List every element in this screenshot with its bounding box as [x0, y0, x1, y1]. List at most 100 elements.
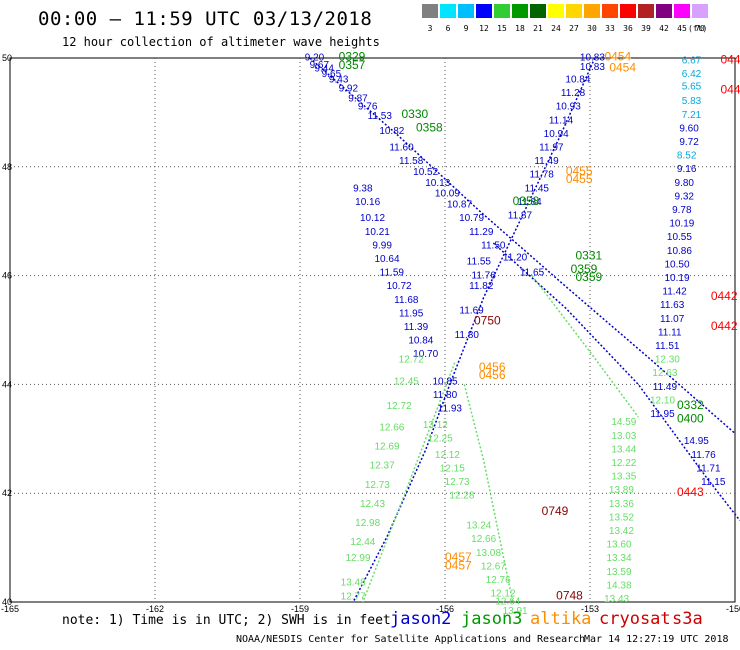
- pass-time-label: 0358: [513, 194, 540, 208]
- scale-swatch: [422, 4, 438, 18]
- lat-tick-label: 44: [2, 379, 12, 389]
- wave-height-label: 9.72: [679, 137, 699, 148]
- wave-height-label: 10.64: [374, 254, 399, 265]
- scale-swatch: [620, 4, 636, 18]
- wave-height-label: 11.15: [701, 477, 726, 488]
- wave-height-label: 11.51: [655, 341, 680, 352]
- wave-height-label: 12.77: [341, 591, 366, 602]
- wave-height-label: 12.10: [650, 395, 675, 406]
- wave-height-label: 9.65: [322, 69, 342, 80]
- wave-height-label: 10.13: [425, 178, 450, 189]
- lat-tick-label: 42: [2, 488, 12, 498]
- wave-height-label: 13.91: [503, 606, 528, 617]
- scale-label: 18: [515, 24, 525, 33]
- scale-label: 42: [659, 24, 669, 33]
- scale-label: 33: [605, 24, 615, 33]
- satellite-track: [492, 242, 740, 521]
- wave-height-label: 10.50: [664, 259, 689, 270]
- lon-tick-label: -165: [1, 604, 19, 614]
- scale-swatch: [458, 4, 474, 18]
- scale-swatch: [674, 4, 690, 18]
- wave-height-label: 11.95: [650, 409, 675, 420]
- pass-time-label: 0358: [416, 120, 443, 134]
- wave-height-label: 13.89: [609, 485, 634, 496]
- scale-swatch: [584, 4, 600, 18]
- wave-height-label: 10.19: [664, 273, 689, 284]
- wave-height-label: 11.84: [517, 197, 542, 208]
- scale-swatch: [494, 4, 510, 18]
- scale-swatch: [476, 4, 492, 18]
- wave-height-label: 11.60: [389, 142, 414, 153]
- wave-height-label: 12.28: [449, 491, 474, 502]
- scale-swatch: [512, 4, 528, 18]
- wave-height-label: 11.69: [459, 306, 484, 317]
- pass-time-label: 0359: [576, 270, 603, 284]
- wave-height-label: 12.98: [355, 518, 380, 529]
- wave-height-label: 10.09: [435, 189, 460, 200]
- wave-height-label: 5.83: [682, 96, 702, 107]
- wave-height-label: 12.76: [486, 575, 511, 586]
- wave-height-label: 9.44: [314, 64, 334, 75]
- wave-height-label: 9.80: [675, 178, 695, 189]
- wave-height-label: 11.68: [394, 295, 419, 306]
- scale-label: 70: [695, 24, 705, 33]
- wave-height-label: 11.76: [472, 270, 497, 281]
- scale-swatch: [566, 4, 582, 18]
- pass-time-label: 0443: [677, 485, 704, 499]
- wave-height-label: 9.87: [348, 94, 368, 105]
- wave-height-label: 11.63: [660, 300, 685, 311]
- generated-timestamp: Mar 14 12:27:19 UTC 2018: [584, 634, 729, 645]
- wave-height-label: 9.99: [372, 240, 392, 251]
- wave-height-label: 12.15: [440, 463, 465, 474]
- lon-tick-label: -153: [581, 604, 599, 614]
- wave-height-label: 10.85: [432, 376, 457, 387]
- wave-height-label: 10.93: [556, 102, 581, 113]
- scale-swatch: [530, 4, 546, 18]
- wave-height-label: 12.73: [365, 480, 390, 491]
- pass-time-label: 0457: [445, 550, 472, 564]
- wave-height-label: 9.20: [305, 53, 325, 64]
- wave-height-label: 10.72: [387, 281, 412, 292]
- wave-height-label: 11.87: [508, 210, 533, 221]
- wave-height-label: 10.83: [580, 62, 605, 73]
- wave-height-label: 10.52: [413, 167, 438, 178]
- lat-tick-label: 46: [2, 271, 12, 281]
- scale-label: 3: [427, 24, 433, 33]
- map-frame: [9, 57, 736, 603]
- wave-height-label: 12.73: [445, 477, 470, 488]
- pass-time-label: 0455: [566, 164, 593, 178]
- scale-label: 15: [497, 24, 507, 33]
- wave-height-label: 13.12: [423, 420, 448, 431]
- wave-height-label: 11.39: [404, 322, 429, 333]
- pass-time-label: 0454: [605, 50, 632, 64]
- wave-height-label: 10.86: [667, 246, 692, 257]
- wave-height-label: 13.60: [606, 540, 631, 551]
- scale-swatch: [548, 4, 564, 18]
- lat-tick-label: 48: [2, 162, 12, 172]
- pass-time-label: 0442: [711, 289, 738, 303]
- wave-height-label: 12.12: [490, 589, 515, 600]
- wave-height-label: 9.67: [310, 60, 330, 71]
- wave-height-label: 10.79: [459, 213, 484, 224]
- pass-time-label: 0749: [542, 504, 569, 518]
- wave-height-label: 11.97: [539, 142, 564, 153]
- wave-height-label: 10.84: [408, 336, 433, 347]
- scale-swatch: [440, 4, 456, 18]
- pass-time-label: 0456: [479, 360, 506, 374]
- wave-height-label: 9.32: [675, 191, 695, 202]
- wave-height-label: 10.84: [565, 74, 590, 85]
- wave-height-label: 11.20: [503, 252, 528, 263]
- scale-label: 21: [533, 24, 543, 33]
- wave-height-label: 13.44: [611, 444, 636, 455]
- wave-height-label: 10.70: [413, 349, 438, 360]
- wave-height-label: 6.42: [682, 69, 702, 80]
- satellite-track: [309, 57, 736, 434]
- wave-height-label: 12.45: [394, 376, 419, 387]
- wave-height-label: 12.63: [652, 368, 677, 379]
- wave-height-label: 12.66: [379, 423, 404, 434]
- wave-height-label: 9.38: [353, 183, 373, 194]
- scale-label: 30: [587, 24, 597, 33]
- wave-height-label: 12.12: [435, 450, 460, 461]
- lon-tick-label: -162: [146, 604, 164, 614]
- wave-height-label: 10.19: [669, 219, 694, 230]
